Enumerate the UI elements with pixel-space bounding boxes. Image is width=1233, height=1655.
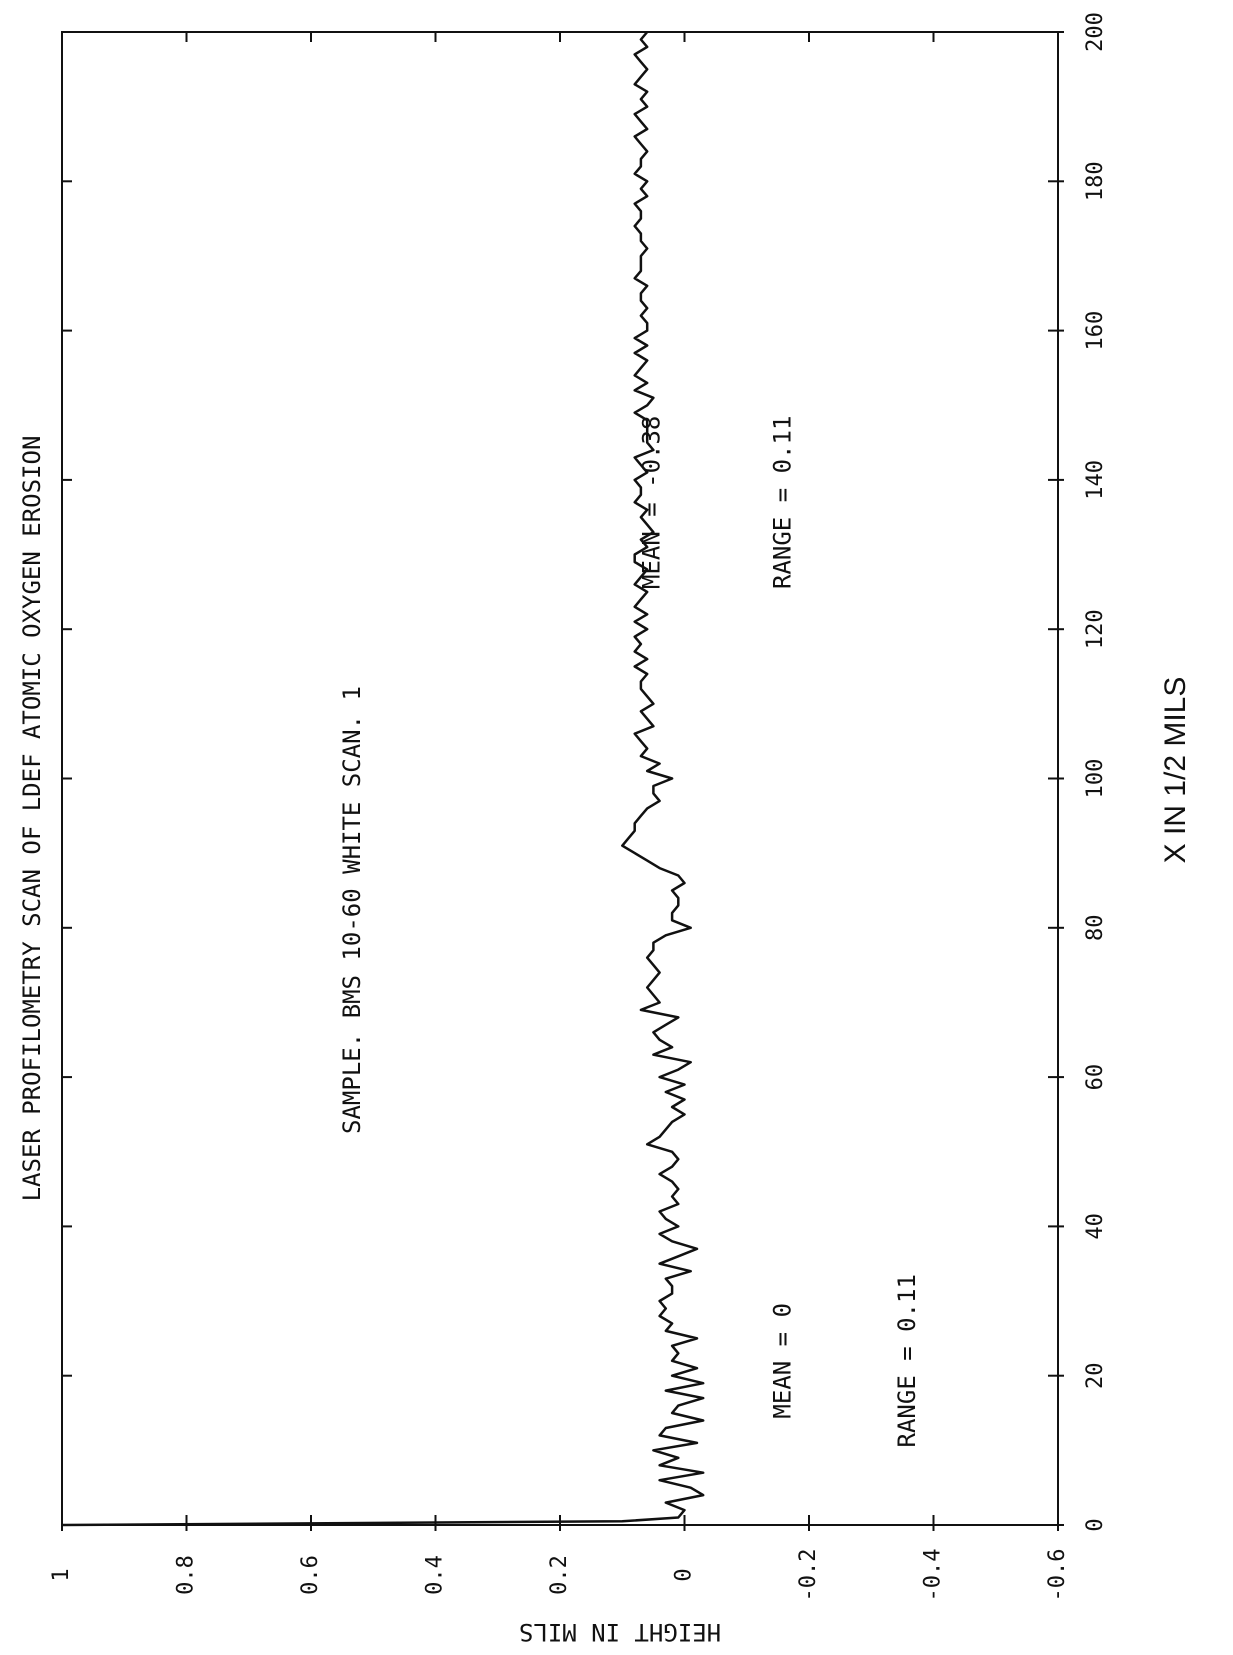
x-tick-label: 20 bbox=[1083, 1362, 1108, 1389]
chart-title: LASER PROFILOMETRY SCAN OF LDEF ATOMIC O… bbox=[18, 436, 46, 1202]
x-tick-label: 0 bbox=[1083, 1518, 1108, 1531]
x-tick-label: 40 bbox=[1083, 1213, 1108, 1240]
y-axis-label: HEIGHT IN MILS bbox=[519, 1618, 721, 1646]
x-tick-label: 180 bbox=[1083, 161, 1108, 201]
y-tick-label: 1 bbox=[49, 1568, 74, 1581]
annotation-text: RANGE = 0.11 bbox=[893, 1274, 921, 1447]
annotation-text: RANGE = 0.11 bbox=[768, 416, 796, 589]
x-tick-label: 120 bbox=[1083, 609, 1108, 649]
annotation-text: MEAN = 0 bbox=[768, 1303, 796, 1419]
y-tick-label: -0.2 bbox=[796, 1549, 821, 1602]
series-line bbox=[61, 31, 705, 1527]
x-tick-label: 80 bbox=[1083, 915, 1108, 942]
x-tick-label: 60 bbox=[1083, 1064, 1108, 1091]
y-tick-label: -0.6 bbox=[1045, 1549, 1070, 1602]
y-tick-label: 0 bbox=[672, 1568, 697, 1581]
y-tick-label: 0.2 bbox=[547, 1555, 572, 1595]
x-tick-label: 200 bbox=[1083, 12, 1108, 52]
y-tick-label: 0.4 bbox=[423, 1555, 448, 1595]
x-tick-label: 100 bbox=[1083, 759, 1108, 799]
annotation-text: MEAN = -0.38 bbox=[638, 416, 666, 589]
x-axis-label: X IN 1/2 MILS bbox=[1159, 677, 1192, 864]
y-tick-label: 0.8 bbox=[174, 1555, 199, 1595]
x-tick-label: 160 bbox=[1083, 311, 1108, 351]
y-tick-label: -0.4 bbox=[921, 1549, 946, 1602]
y-tick-label: 0.6 bbox=[298, 1555, 323, 1595]
chart-subtitle: SAMPLE. BMS 10-60 WHITE SCAN. 1 bbox=[338, 686, 366, 1134]
plot-area: 0 20 40 60 80 100 120 140 160 180 200 1 0.8 0.6 0.4 0.2… bbox=[18, 12, 1192, 1646]
x-tick-label: 140 bbox=[1083, 460, 1108, 500]
